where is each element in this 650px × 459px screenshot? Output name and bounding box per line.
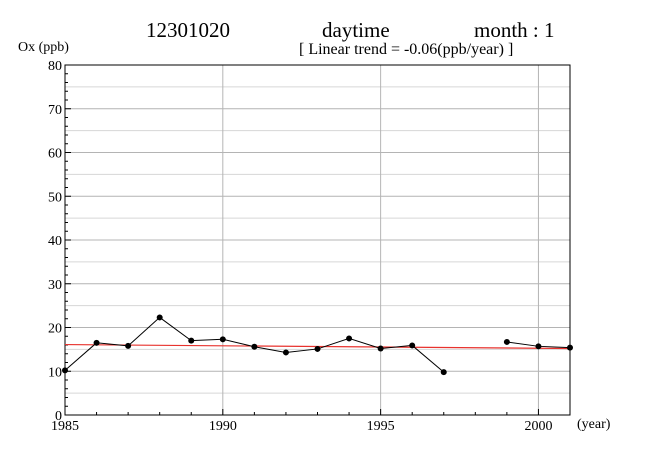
- period-label: daytime: [322, 18, 390, 42]
- x-tick-label: 1995: [367, 419, 395, 434]
- data-point: [314, 345, 321, 352]
- data-point: [219, 336, 226, 343]
- trend-label: [ Linear trend = -0.06(ppb/year) ]: [299, 41, 514, 58]
- data-point: [567, 344, 573, 351]
- y-tick-label: 80: [48, 59, 62, 74]
- y-tick-label: 50: [48, 190, 62, 205]
- y-tick-label: 40: [48, 234, 62, 249]
- station-id: 12301020: [146, 18, 230, 42]
- data-point: [188, 337, 195, 344]
- plot-frame: [64, 64, 571, 416]
- y-tick-label: 60: [48, 147, 62, 162]
- y-tick-label: 30: [48, 278, 62, 293]
- x-tick-label: 1985: [51, 419, 79, 434]
- month-label: month : 1: [474, 18, 555, 42]
- data-point: [282, 349, 289, 356]
- data-point: [503, 338, 510, 345]
- x-tick-label: 2000: [524, 419, 552, 434]
- data-point: [377, 345, 384, 352]
- data-point: [440, 369, 447, 376]
- y-tick-label: 20: [48, 322, 62, 337]
- data-point: [535, 343, 542, 350]
- data-point: [156, 314, 163, 321]
- x-tick-label: 1990: [209, 419, 237, 434]
- x-axis-label: (year): [577, 417, 611, 432]
- data-point: [125, 342, 132, 349]
- data-point: [409, 342, 416, 349]
- y-axis-label: Ox (ppb): [18, 40, 69, 55]
- data-point: [251, 343, 258, 350]
- y-tick-label: 10: [48, 365, 62, 380]
- data-point: [93, 339, 100, 346]
- y-tick-label: 70: [48, 103, 62, 118]
- data-point: [62, 367, 68, 374]
- y-tick-label: 0: [55, 409, 62, 424]
- data-point: [346, 335, 353, 342]
